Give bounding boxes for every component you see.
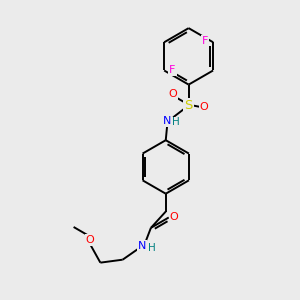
Text: O: O xyxy=(200,102,208,112)
Text: F: F xyxy=(202,36,208,46)
Text: F: F xyxy=(169,65,176,76)
Text: O: O xyxy=(169,89,178,99)
Text: N: N xyxy=(138,241,146,251)
Text: S: S xyxy=(184,99,193,112)
Text: H: H xyxy=(172,117,180,128)
Text: N: N xyxy=(163,116,171,126)
Text: H: H xyxy=(148,243,156,253)
Text: O: O xyxy=(170,212,178,222)
Text: O: O xyxy=(85,236,94,245)
